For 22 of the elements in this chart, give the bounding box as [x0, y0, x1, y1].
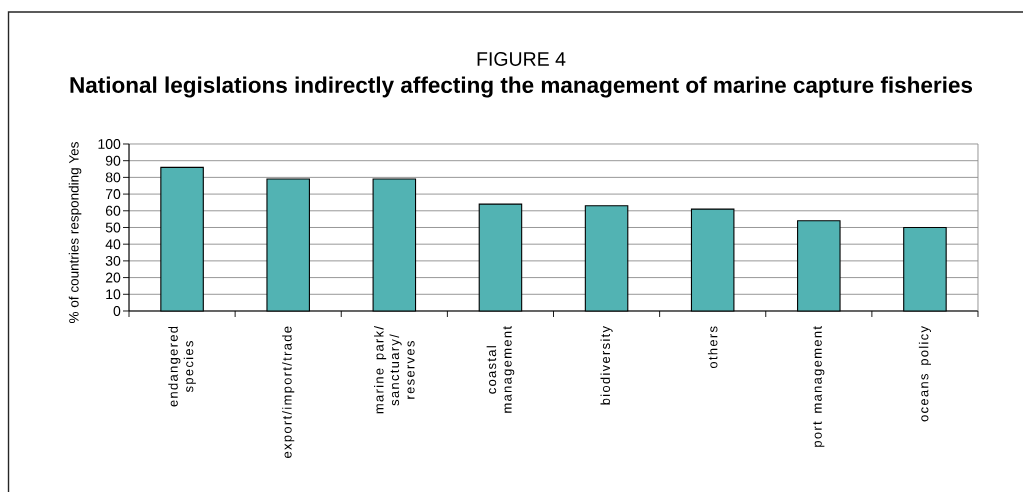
- y-tick-label: 50: [105, 222, 121, 233]
- y-tick-label: 60: [105, 205, 121, 216]
- y-axis-title: % of countries responding Yes: [68, 142, 82, 323]
- x-tick-label: coastal management: [486, 326, 515, 413]
- y-tick-label: 30: [105, 255, 121, 266]
- x-tick-label: export/import/trade: [282, 326, 295, 458]
- x-tick-label: port management: [813, 326, 825, 447]
- y-tick-label: 20: [105, 272, 121, 283]
- y-tick-label: 100: [98, 139, 121, 149]
- y-tick-label: 80: [105, 172, 121, 183]
- y-tick-label: 40: [105, 239, 121, 250]
- x-tick-label: oceans policy: [918, 326, 931, 422]
- y-tick-label: 70: [105, 189, 121, 200]
- y-tick-label: 0: [113, 306, 121, 316]
- x-tick-label: marine park/ sanctuary/ reserves: [374, 326, 415, 414]
- chart-title: FIGURE 4: [477, 52, 566, 66]
- x-tick-label: endangered species: [168, 326, 196, 407]
- y-tick-label: 10: [106, 289, 121, 300]
- x-tick-label: biodiversity: [600, 326, 613, 405]
- x-tick-label: others: [707, 326, 718, 369]
- chart-subtitle: National legislations indirectly affecting the management of marine capture fisheries: [70, 76, 973, 98]
- y-tick-label: 90: [105, 155, 121, 166]
